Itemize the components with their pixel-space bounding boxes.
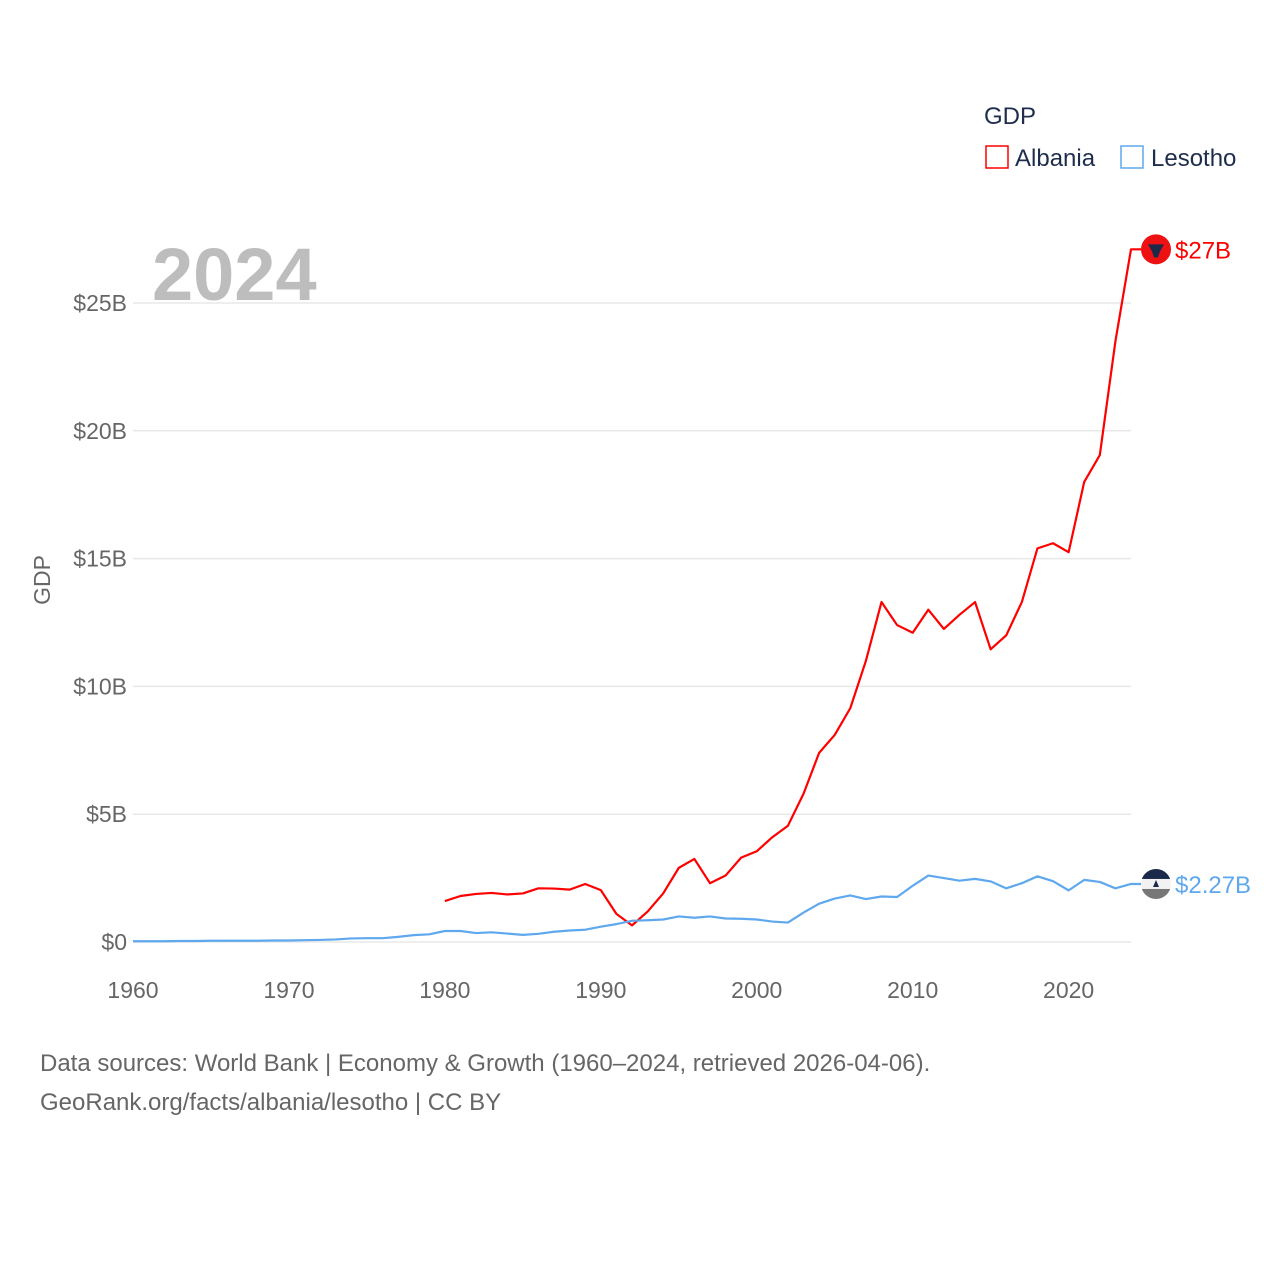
y-tick-label: $0 (101, 929, 127, 955)
x-tick-label: 1970 (263, 977, 314, 1003)
y-tick-label: $5B (86, 801, 127, 827)
end-value-label-lesotho: $2.27B (1175, 872, 1251, 899)
x-tick-label: 2020 (1043, 977, 1094, 1003)
lesotho-flag-icon (1141, 868, 1171, 899)
source-link[interactable]: GeoRank.org/facts/albania/lesotho | CC B… (40, 1089, 502, 1116)
y-tick-label: $20B (73, 418, 127, 444)
y-tick-label: $10B (73, 673, 127, 699)
x-tick-label: 2000 (731, 977, 782, 1003)
legend-title: GDP (984, 103, 1036, 130)
x-tick-label: 2010 (887, 977, 938, 1003)
legend-label-albania[interactable]: Albania (1015, 145, 1096, 172)
footer: Data sources: World Bank | Economy & Gro… (40, 1044, 930, 1122)
legend-swatch-albania[interactable] (985, 145, 1009, 169)
legend: GDP Albania Lesotho (984, 103, 1236, 172)
end-value-label-albania: $27B (1175, 237, 1231, 264)
legend-swatch-lesotho[interactable] (1120, 145, 1144, 169)
data-source-text: Data sources: World Bank | Economy & Gro… (40, 1050, 931, 1077)
series-line-lesotho[interactable] (133, 874, 1141, 943)
albania-flag-icon (1141, 234, 1171, 265)
series-line-albania[interactable] (444, 248, 1141, 927)
legend-label-lesotho[interactable]: Lesotho (1151, 145, 1236, 172)
x-tick-label: 1980 (419, 977, 470, 1003)
y-tick-label: $15B (73, 546, 127, 572)
year-label: 2024 (152, 233, 317, 316)
y-axis-label: GDP (29, 555, 55, 605)
y-tick-label: $25B (73, 290, 127, 316)
x-tick-label: 1960 (107, 977, 158, 1003)
x-tick-label: 1990 (575, 977, 626, 1003)
